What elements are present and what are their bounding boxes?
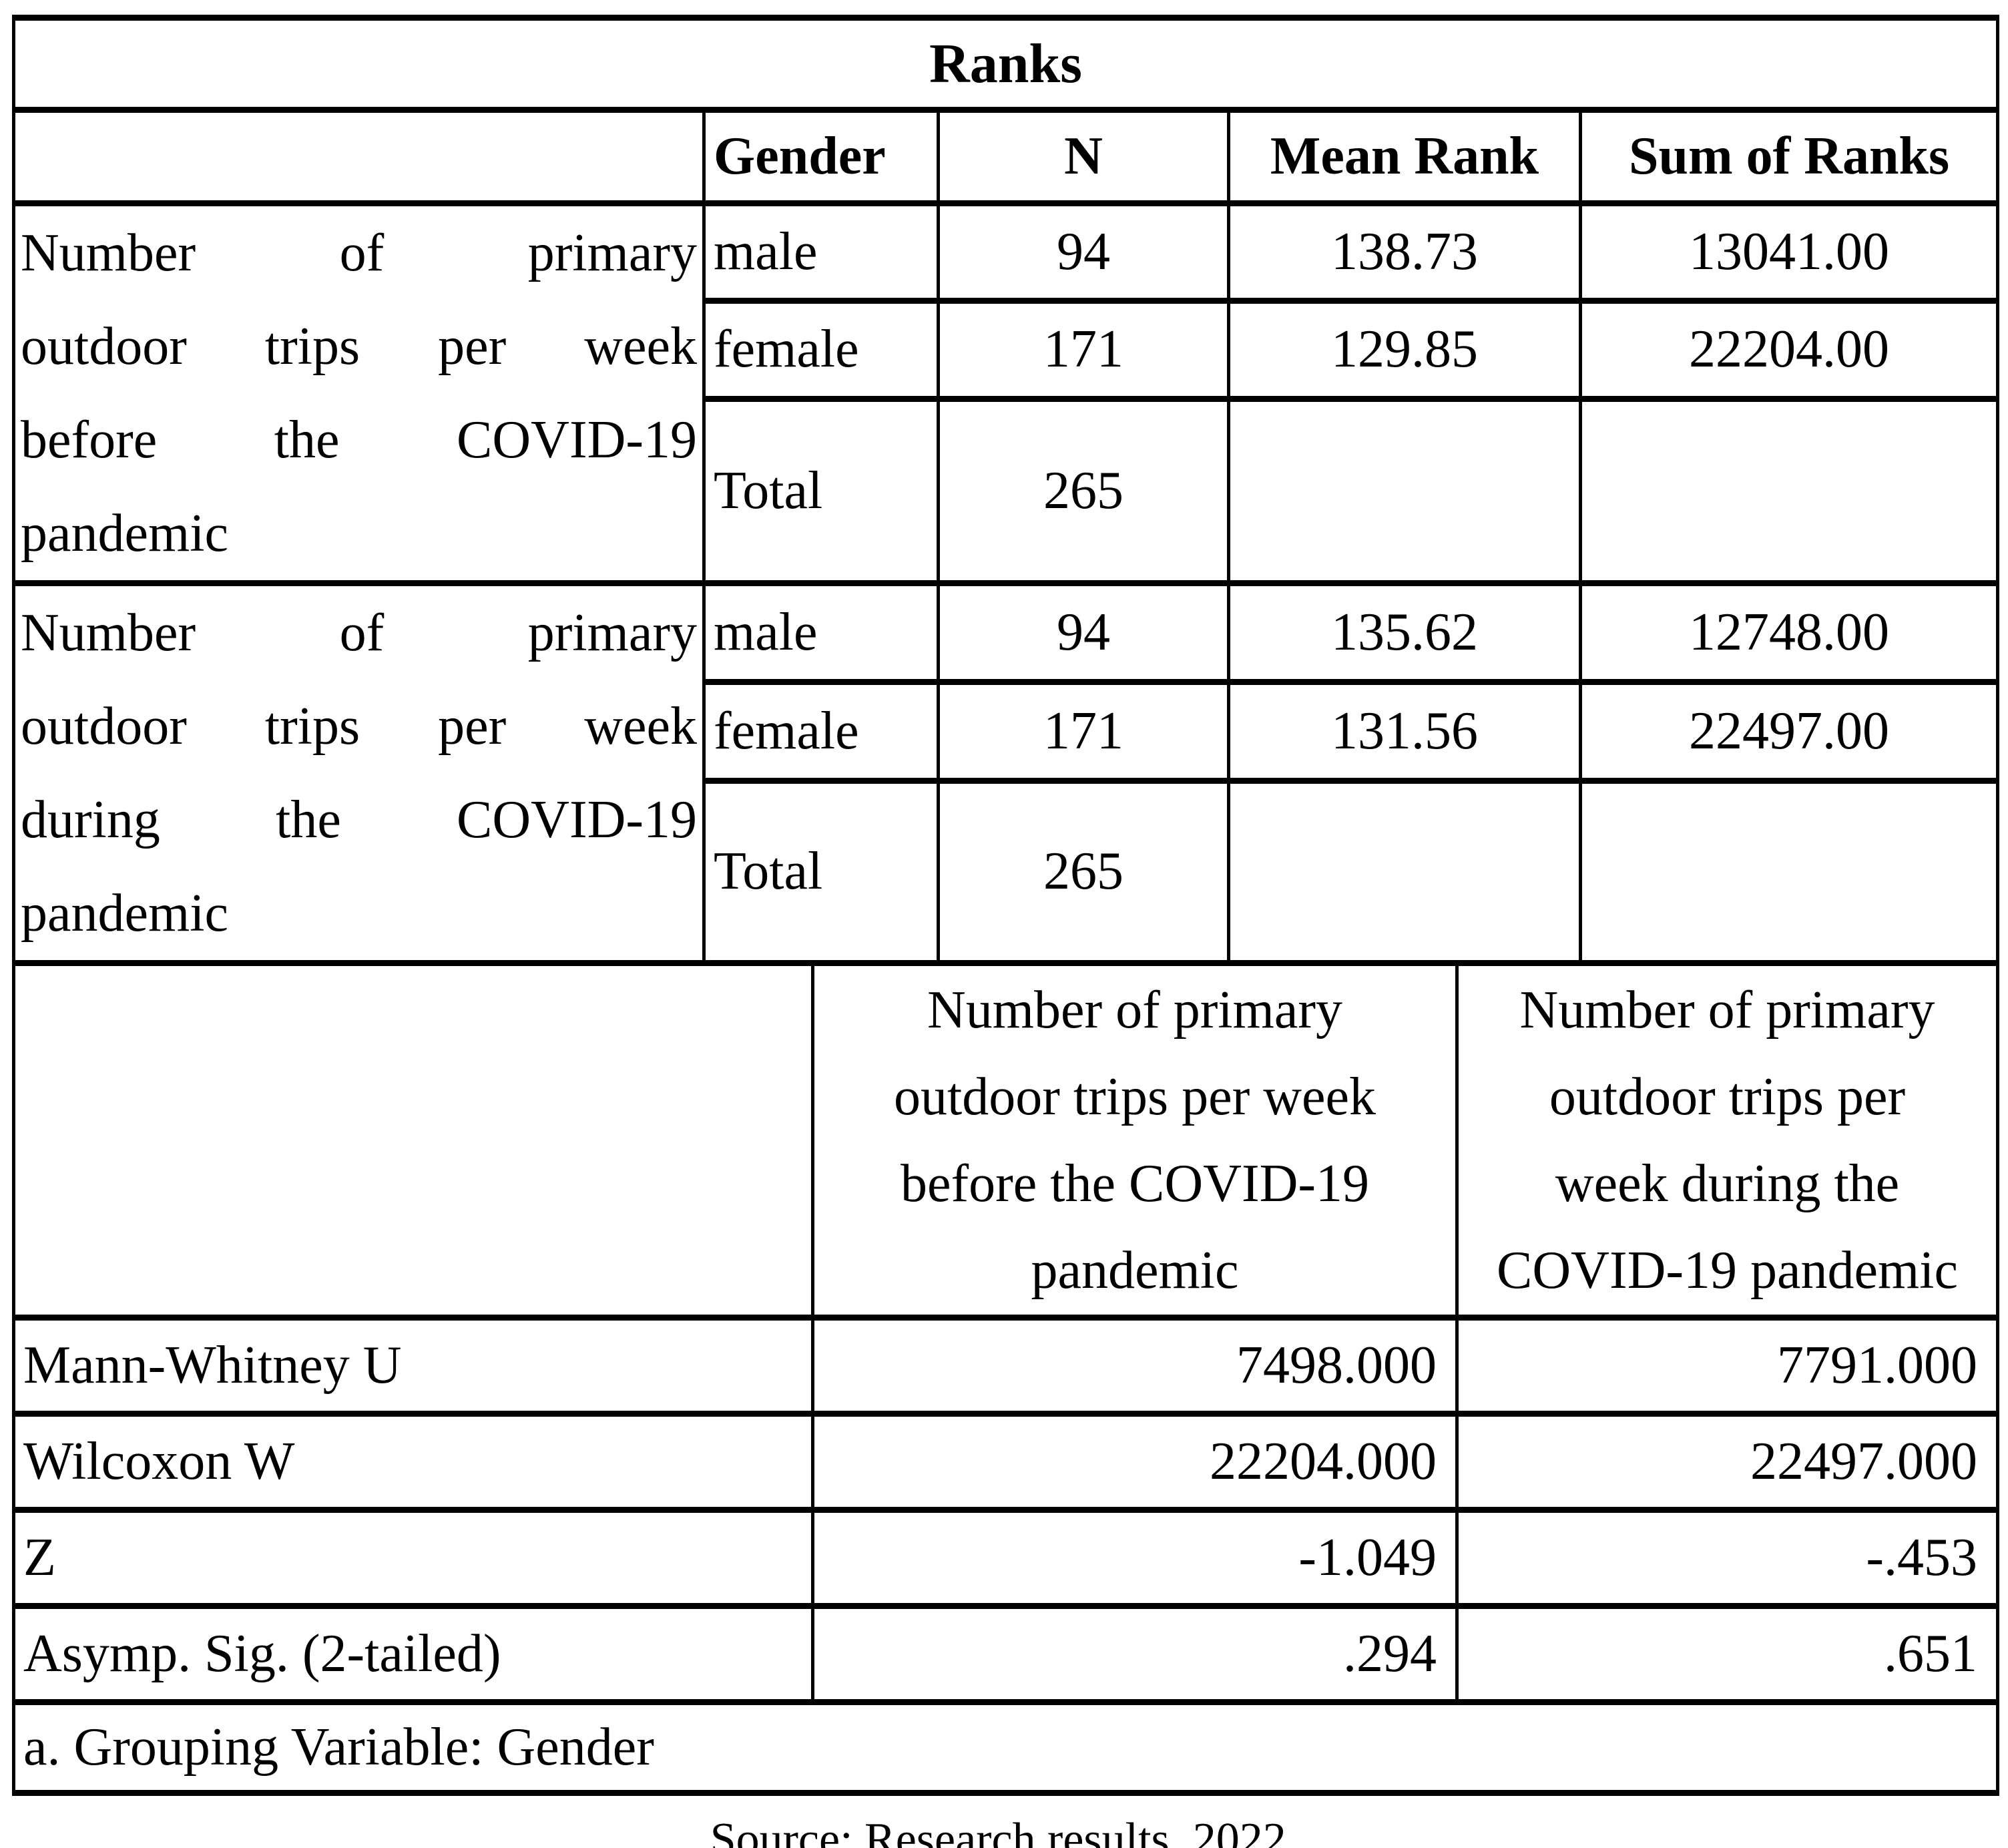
grouping-variable-footnote: a. Grouping Variable: Gender xyxy=(12,1698,1999,1796)
variable-label-before: Number of primary outdoor trips per week… xyxy=(12,200,706,586)
ranks-table-title: Ranks xyxy=(11,15,2000,113)
test-header-line: pandemic xyxy=(1031,1240,1239,1300)
mean-rank-cell: 129.85 xyxy=(1227,298,1582,402)
n-cell: 94 xyxy=(937,200,1230,304)
n-cell: 171 xyxy=(937,298,1230,402)
test-header-line: before the COVID-19 xyxy=(901,1154,1369,1213)
ranks-table: Ranks Gender N Mean Rank Sum of Ranks Nu… xyxy=(11,15,2000,967)
table-row: Asymp. Sig. (2-tailed) .294 .651 xyxy=(12,1602,1999,1705)
mean-rank-cell: 138.73 xyxy=(1227,200,1582,304)
ranks-header-row: Gender N Mean Rank Sum of Ranks xyxy=(12,107,2000,206)
statistic-value-before: 7498.000 xyxy=(811,1314,1459,1417)
gender-cell: male xyxy=(702,200,940,304)
variable-label-line: outdoor trips per week xyxy=(21,697,697,756)
header-n: N xyxy=(937,107,1230,206)
variable-label-line: pandemic xyxy=(21,884,228,943)
header-sum-of-ranks: Sum of Ranks xyxy=(1578,107,2000,206)
sum-of-ranks-cell-empty xyxy=(1578,777,2000,967)
table-row: Total 265 xyxy=(14,777,2000,967)
test-header-before: Number of primary outdoor trips per week… xyxy=(811,966,1459,1321)
variable-label-line: pandemic xyxy=(21,504,228,563)
table-row: Total 265 xyxy=(14,395,2000,587)
test-header-line: Number of primary xyxy=(1519,980,1935,1040)
gender-cell: female xyxy=(702,298,940,402)
gender-cell: Total xyxy=(702,777,940,967)
sum-of-ranks-cell: 22497.00 xyxy=(1578,678,2000,784)
ranks-title-row: Ranks xyxy=(11,15,2000,113)
statistic-label: Asymp. Sig. (2-tailed) xyxy=(12,1602,814,1705)
statistic-value-during: -.453 xyxy=(1455,1506,1999,1609)
sum-of-ranks-cell: 22204.00 xyxy=(1578,298,2000,402)
header-gender: Gender xyxy=(702,107,940,206)
table-row: female 171 131.56 22497.00 xyxy=(14,678,2000,784)
test-header-blank xyxy=(12,966,814,1321)
table-row: Z -1.049 -.453 xyxy=(12,1506,1999,1609)
header-mean-rank: Mean Rank xyxy=(1227,107,1582,206)
gender-cell: female xyxy=(702,678,940,784)
sum-of-ranks-cell-empty xyxy=(1578,395,2000,587)
statistic-value-during: 22497.000 xyxy=(1455,1410,1999,1513)
source-note: Source: Research results, 2022. xyxy=(710,1813,1298,1848)
table-row: Mann-Whitney U 7498.000 7791.000 xyxy=(12,1314,1999,1417)
table-row: Number of primary outdoor trips per week… xyxy=(12,200,2000,586)
test-header-row: Number of primary outdoor trips per week… xyxy=(12,966,1999,1321)
statistic-value-before: .294 xyxy=(811,1602,1459,1705)
gender-cell: Total xyxy=(702,395,940,587)
n-cell: 265 xyxy=(937,777,1230,967)
test-header-line: week during the xyxy=(1555,1154,1900,1213)
mean-rank-cell: 135.62 xyxy=(1227,580,1582,685)
n-cell: 265 xyxy=(937,395,1230,587)
statistic-value-before: -1.049 xyxy=(811,1506,1459,1609)
variable-label-line: before the COVID-19 xyxy=(21,411,697,469)
test-header-line: outdoor trips per xyxy=(1549,1067,1906,1126)
table-row: female 171 129.85 22204.00 xyxy=(14,298,2000,402)
variable-label-line: Number of primary xyxy=(21,224,697,282)
n-cell: 171 xyxy=(937,678,1230,784)
n-cell: 94 xyxy=(937,580,1230,685)
header-row-label-blank xyxy=(12,107,706,206)
statistic-label: Mann-Whitney U xyxy=(12,1314,814,1417)
test-header-during: Number of primary outdoor trips per week… xyxy=(1455,966,1999,1321)
variable-label-line: outdoor trips per week xyxy=(21,317,697,376)
gender-cell: male xyxy=(702,580,940,685)
variable-label-line: Number of primary xyxy=(21,604,697,662)
statistic-value-during: .651 xyxy=(1455,1602,1999,1705)
table-row: Number of primary outdoor trips per week… xyxy=(12,580,2000,966)
statistic-label: Wilcoxon W xyxy=(12,1410,814,1513)
variable-label-line: during the COVID-19 xyxy=(21,790,697,849)
mean-rank-cell-empty xyxy=(1227,777,1582,967)
statistic-value-before: 22204.000 xyxy=(811,1410,1459,1513)
sum-of-ranks-cell: 13041.00 xyxy=(1578,200,2000,304)
sum-of-ranks-cell: 12748.00 xyxy=(1578,580,2000,685)
test-header-line: outdoor trips per week xyxy=(893,1067,1376,1126)
footnote-row: a. Grouping Variable: Gender xyxy=(12,1698,1999,1796)
table-row: Wilcoxon W 22204.000 22497.000 xyxy=(12,1410,1999,1513)
mean-rank-cell: 131.56 xyxy=(1227,678,1582,784)
test-statistics-table: Number of primary outdoor trips per week… xyxy=(12,966,1999,1796)
test-header-line: Number of primary xyxy=(927,980,1343,1040)
variable-label-during: Number of primary outdoor trips per week… xyxy=(12,580,706,966)
test-header-line: COVID-19 pandemic xyxy=(1497,1240,1958,1300)
mean-rank-cell-empty xyxy=(1227,395,1582,587)
statistic-label: Z xyxy=(12,1506,814,1609)
statistic-value-during: 7791.000 xyxy=(1455,1314,1999,1417)
